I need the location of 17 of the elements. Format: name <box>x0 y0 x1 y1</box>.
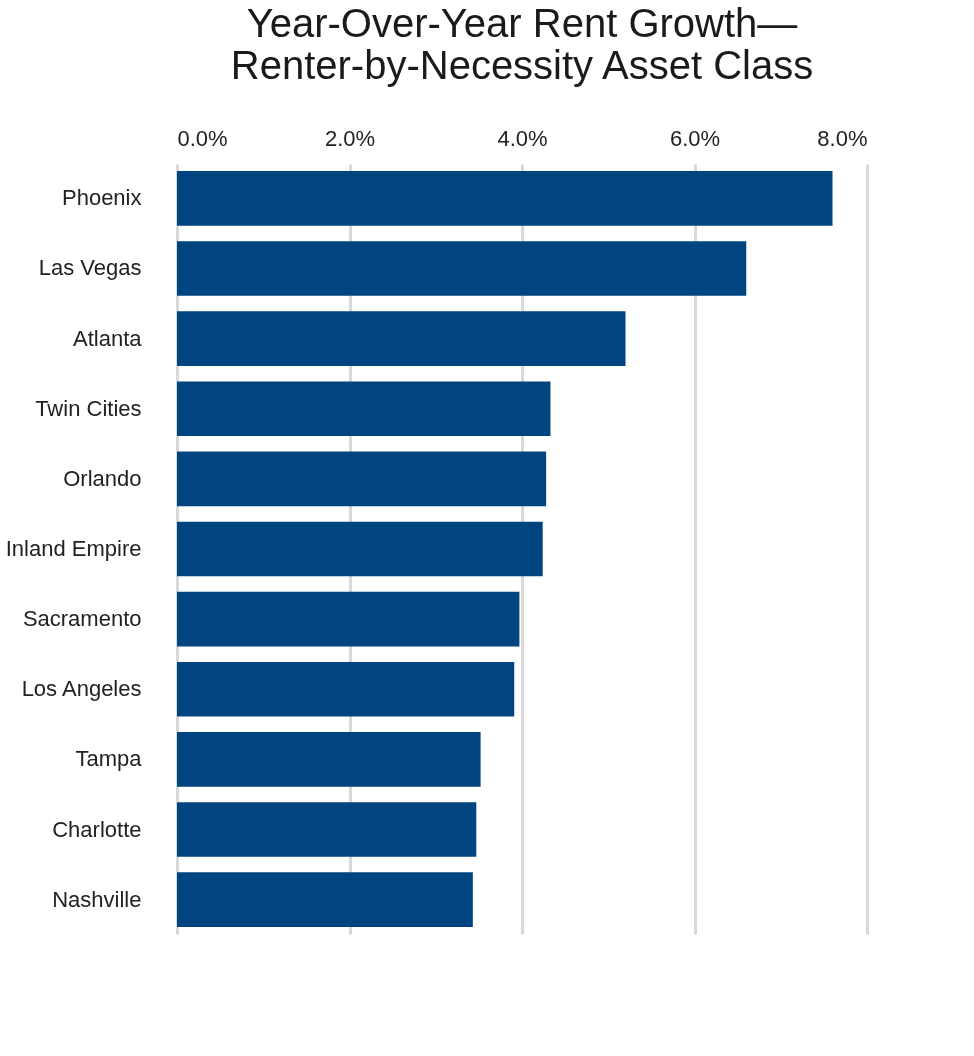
chart-title: Year-Over-Year Rent Growth— Renter-by-Necessity Asset Class <box>230 1 814 87</box>
y-tick-label: Sacramento <box>22 606 142 632</box>
y-tick-label: Twin Cities <box>35 395 142 421</box>
x-tick-label: 6.0% <box>669 125 721 151</box>
x-tick-label: 0.0% <box>177 125 228 151</box>
y-tick-label: Phoenix <box>61 185 142 211</box>
y-tick-label: Nashville <box>52 886 142 912</box>
y-tick-label: Atlanta <box>73 325 143 351</box>
x-tick-label: 4.0% <box>497 125 548 151</box>
y-tick-label: Las Vegas <box>38 255 142 281</box>
y-tick-label: Orlando <box>63 465 142 491</box>
x-tick-label: 2.0% <box>324 125 376 151</box>
y-tick-label: Los Angeles <box>21 676 142 702</box>
x-tick-label: 8.0% <box>817 125 868 151</box>
y-tick-label: Tampa <box>75 746 143 772</box>
y-tick-label: Charlotte <box>52 816 142 842</box>
y-tick-label: Inland Empire <box>5 536 142 561</box>
